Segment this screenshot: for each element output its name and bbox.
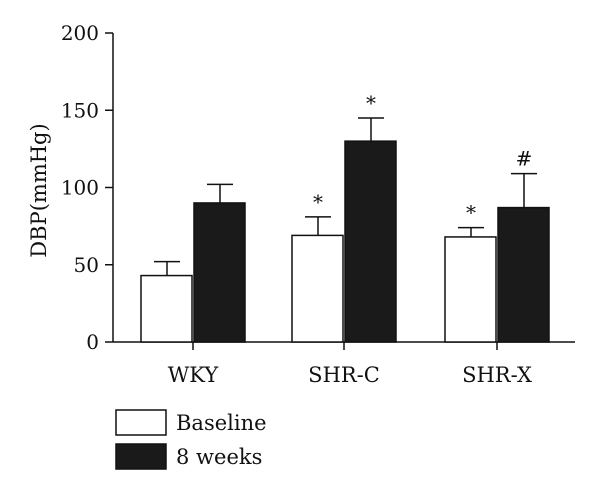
x-tick-label: WKY (168, 363, 220, 387)
significance-marker: * (366, 91, 376, 115)
bar-baseline-shr-x (444, 236, 497, 343)
legend-swatch (115, 443, 167, 470)
bar-8-weeks-wky (193, 202, 246, 343)
y-tick-label: 0 (86, 330, 99, 354)
x-tick-label: SHR-C (308, 363, 380, 387)
legend-swatch (115, 409, 167, 436)
legend: Baseline 8 weeks (115, 409, 267, 470)
y-tick-label: 50 (74, 253, 99, 277)
y-tick-label: 200 (61, 21, 99, 45)
bar-baseline-shr-c (291, 234, 344, 343)
bars: * * * # (140, 91, 550, 343)
axes: 0 50 100 150 200 DBP(mmHg) WKY SHR-C SHR-X (27, 21, 575, 387)
significance-marker: * (313, 190, 323, 214)
y-tick-label: 100 (61, 176, 99, 200)
bar-baseline-wky (140, 274, 193, 343)
bar-8-weeks-shr-x (497, 206, 550, 343)
bar-8-weeks-shr-c (344, 140, 397, 343)
y-axis-label: DBP(mmHg) (27, 123, 51, 257)
legend-label: 8 weeks (176, 445, 262, 469)
y-tick-label: 150 (61, 98, 99, 122)
significance-marker: * (466, 201, 476, 225)
x-tick-label: SHR-X (462, 363, 532, 387)
legend-label: Baseline (176, 411, 267, 435)
significance-marker: # (516, 147, 533, 171)
